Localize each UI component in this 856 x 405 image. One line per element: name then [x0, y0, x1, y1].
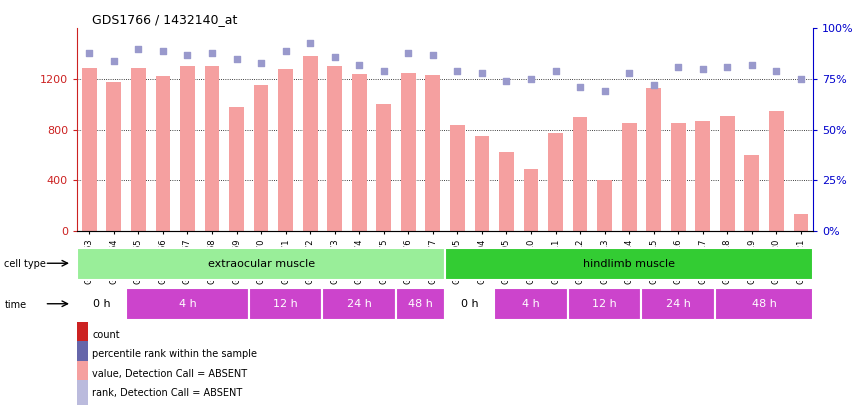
Bar: [77, 247, 445, 280]
Point: [475, 70, 489, 76]
Bar: [621, 123, 637, 231]
Text: 4 h: 4 h: [522, 299, 540, 309]
Text: percentile rank within the sample: percentile rank within the sample: [92, 350, 258, 359]
Point: [696, 66, 710, 72]
Bar: [77, 361, 88, 385]
Point: [745, 62, 758, 68]
Point: [647, 82, 661, 88]
Bar: [474, 136, 490, 231]
Bar: [568, 288, 641, 320]
Bar: [278, 69, 293, 231]
Point: [574, 84, 587, 90]
Bar: [450, 125, 465, 231]
Bar: [323, 288, 396, 320]
Point: [303, 39, 317, 46]
Text: time: time: [4, 300, 27, 309]
Bar: [396, 288, 445, 320]
Point: [426, 51, 440, 58]
Point: [205, 49, 219, 56]
Point: [770, 68, 783, 74]
Text: count: count: [92, 330, 120, 340]
Point: [353, 62, 366, 68]
Bar: [715, 288, 813, 320]
Text: extraocular muscle: extraocular muscle: [207, 259, 315, 269]
Text: 12 h: 12 h: [273, 299, 298, 309]
Point: [622, 70, 636, 76]
Point: [82, 49, 96, 56]
Text: rank, Detection Call = ABSENT: rank, Detection Call = ABSENT: [92, 388, 243, 398]
Bar: [745, 155, 759, 231]
Text: hindlimb muscle: hindlimb muscle: [583, 259, 675, 269]
Text: 48 h: 48 h: [752, 299, 776, 309]
Bar: [548, 133, 563, 231]
Bar: [205, 66, 219, 231]
Text: cell type: cell type: [4, 259, 46, 269]
Bar: [377, 104, 391, 231]
Point: [328, 53, 342, 60]
Bar: [156, 77, 170, 231]
Point: [132, 45, 146, 52]
Bar: [695, 121, 710, 231]
Bar: [131, 68, 146, 231]
Bar: [499, 152, 514, 231]
Point: [377, 68, 390, 74]
Bar: [352, 74, 366, 231]
Bar: [524, 169, 538, 231]
Point: [181, 51, 194, 58]
Bar: [720, 116, 734, 231]
Bar: [303, 56, 318, 231]
Point: [524, 76, 538, 82]
Point: [254, 60, 268, 66]
Bar: [126, 288, 249, 320]
Text: 48 h: 48 h: [408, 299, 433, 309]
Point: [450, 68, 464, 74]
Text: value, Detection Call = ABSENT: value, Detection Call = ABSENT: [92, 369, 247, 379]
Point: [156, 47, 169, 54]
Bar: [249, 288, 323, 320]
Bar: [769, 111, 784, 231]
Bar: [229, 107, 244, 231]
Bar: [425, 75, 440, 231]
Bar: [106, 81, 122, 231]
Bar: [445, 247, 813, 280]
Point: [500, 78, 514, 84]
Point: [549, 68, 562, 74]
Text: GDS1766 / 1432140_at: GDS1766 / 1432140_at: [92, 13, 237, 26]
Text: 24 h: 24 h: [666, 299, 691, 309]
Text: 0 h: 0 h: [92, 299, 110, 309]
Point: [401, 49, 415, 56]
Text: 4 h: 4 h: [179, 299, 196, 309]
Bar: [646, 88, 661, 231]
Bar: [77, 322, 88, 346]
Bar: [671, 123, 686, 231]
Point: [279, 47, 293, 54]
Bar: [327, 66, 342, 231]
Bar: [253, 85, 269, 231]
Text: 0 h: 0 h: [461, 299, 479, 309]
Point: [597, 88, 611, 94]
Point: [229, 55, 243, 62]
Bar: [597, 180, 612, 231]
Text: 12 h: 12 h: [592, 299, 617, 309]
Point: [671, 64, 685, 70]
Point: [794, 76, 808, 82]
Bar: [573, 117, 587, 231]
Bar: [494, 288, 568, 320]
Text: 24 h: 24 h: [347, 299, 372, 309]
Bar: [794, 214, 808, 231]
Bar: [77, 341, 88, 366]
Bar: [445, 288, 494, 320]
Bar: [641, 288, 715, 320]
Point: [107, 58, 121, 64]
Point: [721, 64, 734, 70]
Bar: [77, 380, 88, 405]
Bar: [82, 68, 97, 231]
Bar: [180, 66, 195, 231]
Bar: [77, 288, 126, 320]
Bar: [401, 72, 416, 231]
